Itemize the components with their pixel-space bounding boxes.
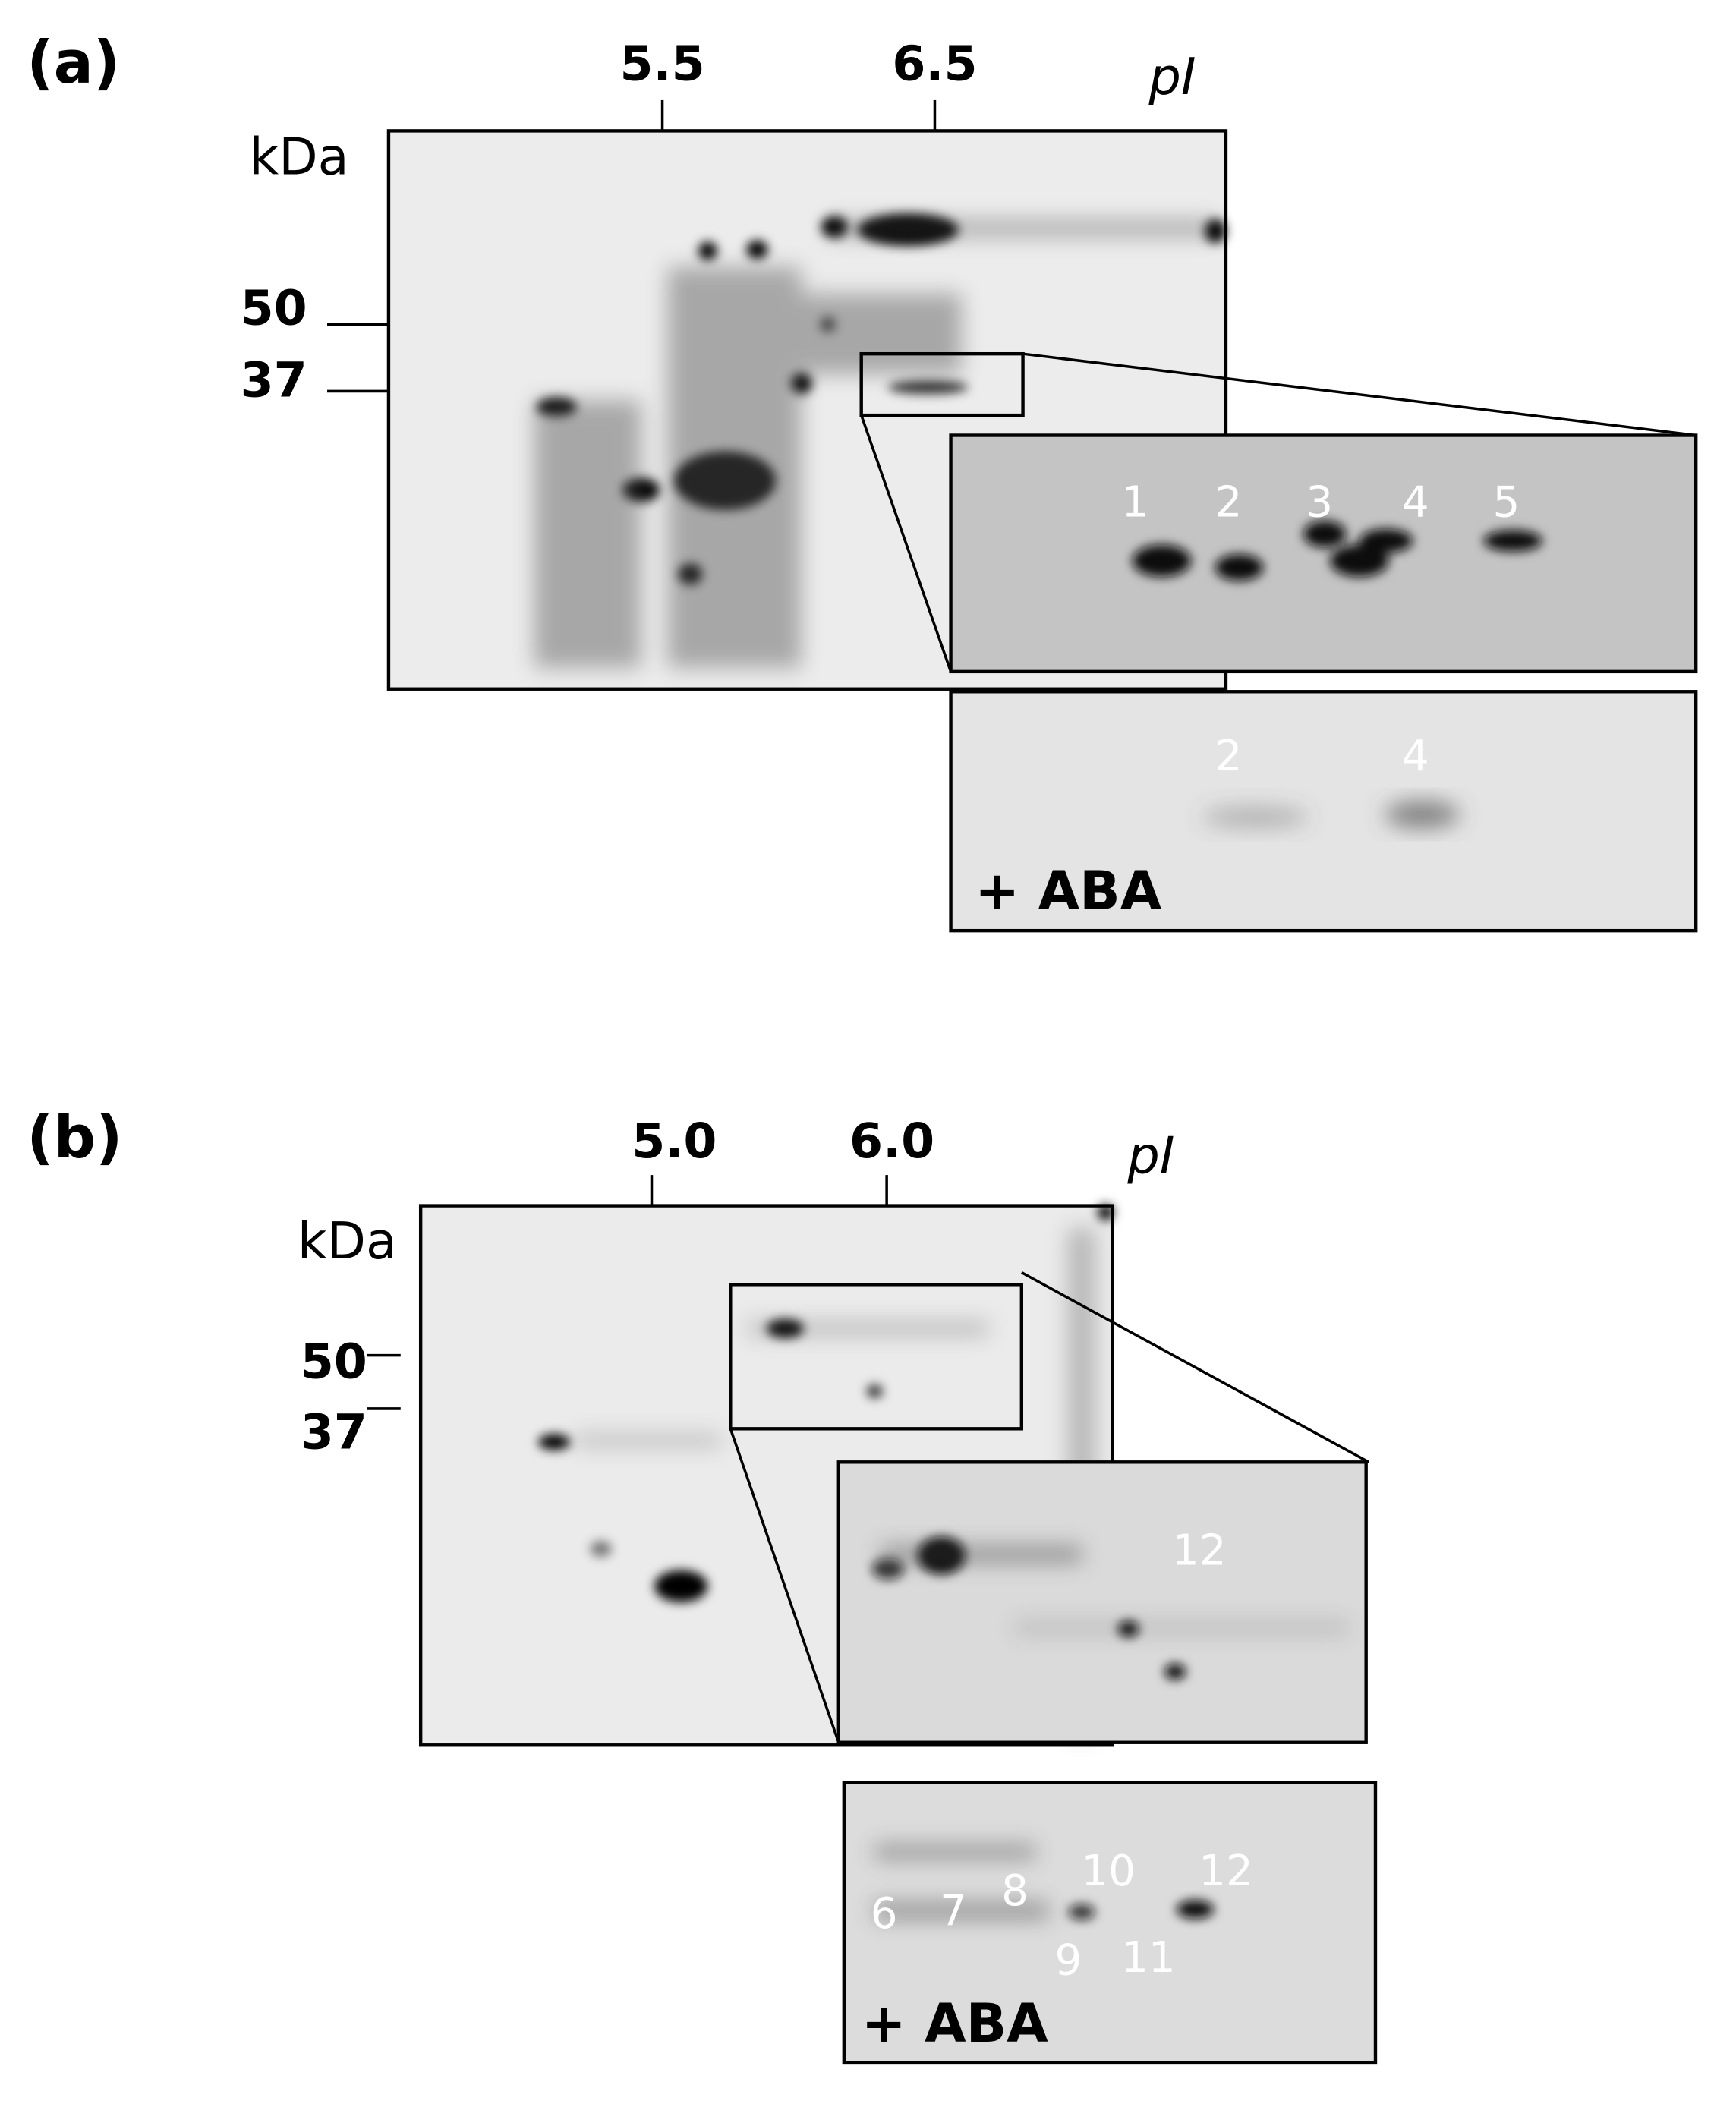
inset-image <box>838 1462 1366 1743</box>
spot-number: 7 <box>940 1887 967 1936</box>
spot-number: 12 <box>1199 1847 1253 1896</box>
mw-tick-label: 50 <box>301 1333 367 1389</box>
aba-label: + ABA <box>975 860 1162 922</box>
pi-tick-label: 5.0 <box>632 1113 717 1169</box>
kda-label: kDa <box>298 1211 397 1271</box>
gel-image <box>388 131 1226 689</box>
inset-frame <box>949 690 1698 933</box>
zoom-line <box>1022 352 1697 437</box>
inset-image <box>950 435 1697 672</box>
spot-number: 2 <box>1215 732 1243 781</box>
spot-number: 12 <box>1172 1526 1227 1576</box>
pi-tick-label: 5.5 <box>619 36 704 92</box>
spot-number: 9 <box>1054 1936 1082 1986</box>
zoom-box <box>859 351 1025 417</box>
spot-number: 4 <box>1402 732 1429 781</box>
zoom-line <box>860 414 953 672</box>
spot-number: 5 <box>1492 478 1520 528</box>
mw-tick-label: 37 <box>301 1404 367 1460</box>
mw-tick-label: 37 <box>241 351 307 408</box>
aba-inset-image <box>843 1782 1375 2063</box>
inset-frame <box>949 433 1698 674</box>
mw-tick-label: 50 <box>241 279 307 335</box>
kda-label: kDa <box>250 128 349 187</box>
aba-inset-image <box>950 691 1697 931</box>
pi-tick-label: 6.0 <box>849 1113 934 1169</box>
pi-label: pI <box>1126 1126 1174 1186</box>
aba-label: + ABA <box>862 1992 1049 2055</box>
spot-number: 11 <box>1121 1933 1176 1983</box>
spot-number: 1 <box>1121 478 1148 528</box>
spot-number: 2 <box>1215 478 1243 528</box>
pi-label: pI <box>1148 47 1196 106</box>
zoom-line <box>729 1428 840 1743</box>
zoom-box <box>729 1283 1024 1431</box>
panel-label: (b) <box>27 1104 122 1172</box>
inset-frame <box>836 1460 1368 1744</box>
spot-number: 10 <box>1081 1847 1136 1896</box>
zoom-line <box>1020 1271 1370 1463</box>
panel-label: (a) <box>27 29 120 97</box>
pi-tick-label: 6.5 <box>892 36 977 92</box>
spot-number: 4 <box>1402 478 1429 528</box>
gel-frame <box>386 129 1228 691</box>
spot-number: 6 <box>871 1889 898 1939</box>
inset-frame <box>842 1781 1378 2065</box>
spot-number: 3 <box>1306 478 1333 528</box>
spot-number: 8 <box>1001 1866 1029 1916</box>
